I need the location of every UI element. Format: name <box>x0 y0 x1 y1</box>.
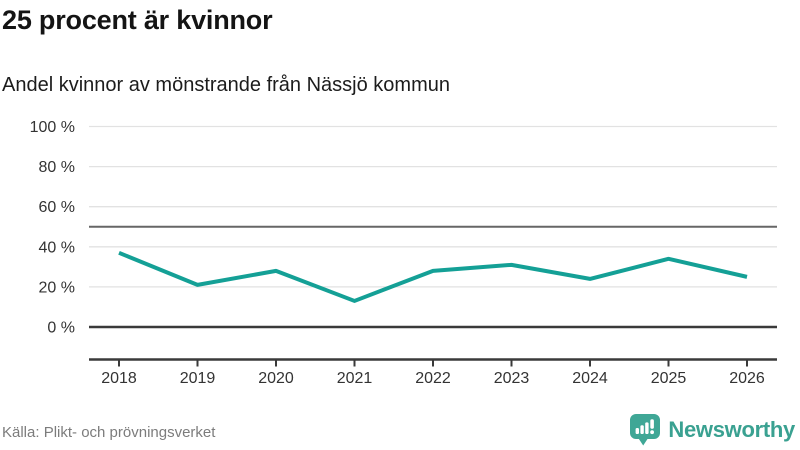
chart-title: 25 procent är kvinnor <box>2 5 273 35</box>
y-tick-label: 20 % <box>39 279 75 296</box>
newsworthy-logo: Newsworthy <box>629 412 795 448</box>
y-tick-label: 100 % <box>30 119 75 136</box>
chart-subtitle: Andel kvinnor av mönstrande från Nässjö … <box>2 74 450 96</box>
x-tick-label: 2018 <box>101 370 137 387</box>
newsworthy-wordmark: Newsworthy <box>668 417 795 442</box>
y-tick-label: 60 % <box>39 199 75 216</box>
newsworthy-bubble-chart-icon <box>630 414 661 446</box>
y-tick-label: 0 % <box>47 320 75 337</box>
x-tick-label: 2023 <box>494 370 530 387</box>
x-tick-label: 2026 <box>729 370 765 387</box>
x-tick-label: 2021 <box>337 370 373 387</box>
y-tick-label: 40 % <box>39 239 75 256</box>
data-line <box>118 250 748 303</box>
x-tick-label: 2020 <box>258 370 294 387</box>
x-tick-label: 2024 <box>572 370 608 387</box>
y-tick-label: 80 % <box>39 159 75 176</box>
x-tick-label: 2019 <box>180 370 216 387</box>
x-tick-label: 2025 <box>651 370 687 387</box>
x-tick-label: 2022 <box>415 370 451 387</box>
source-note: Källa: Plikt- och prövningsverket <box>2 424 216 441</box>
